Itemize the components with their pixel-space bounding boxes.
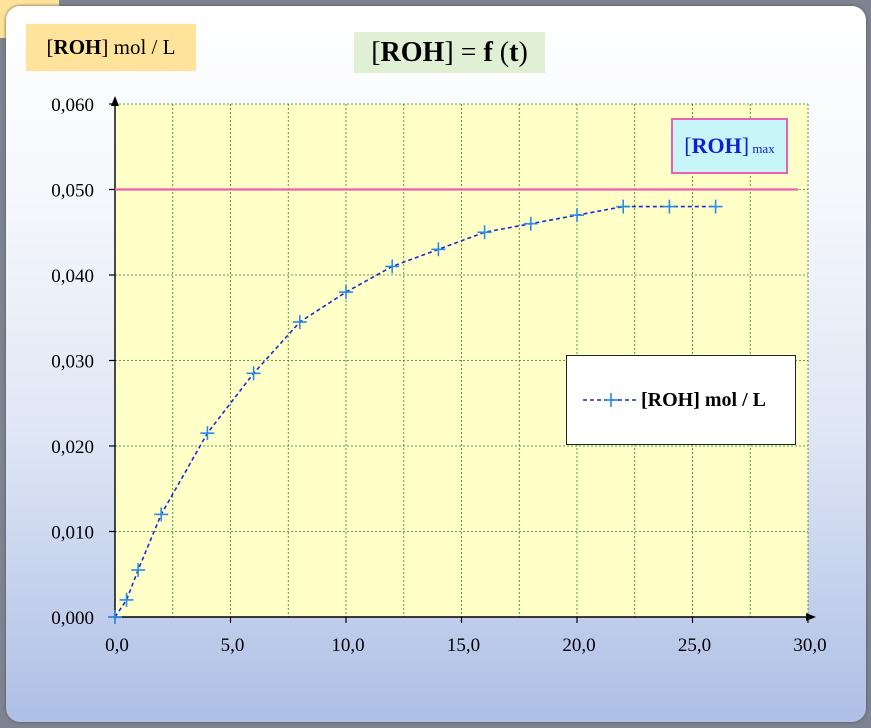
x-tick-labels: 0,0 5,0 10,0 15,0 20,0 25,0 30,0	[105, 635, 827, 656]
data-point	[570, 208, 584, 223]
data-point	[616, 199, 631, 214]
max-bracket-open: [	[684, 133, 692, 158]
y-unit-bracket-open: [	[46, 35, 54, 59]
y-tick-label: 0,030	[51, 352, 94, 373]
title-equals: =	[453, 37, 484, 68]
x-tick-label: 5,0	[221, 635, 245, 656]
max-species: ROH	[691, 133, 742, 158]
data-point	[119, 592, 134, 607]
y-unit-rest: mol / L	[108, 35, 176, 59]
data-point	[523, 216, 538, 231]
max-bracket-close: ]	[741, 133, 750, 158]
y-unit-bracket-close: ]	[101, 35, 109, 59]
y-tick-label: 0,040	[51, 266, 94, 287]
title-bracket-open: [	[371, 37, 381, 68]
data-point	[246, 366, 261, 381]
data-point	[477, 225, 492, 240]
x-tick-label: 10,0	[331, 635, 364, 656]
y-tick-label: 0,050	[51, 181, 94, 202]
y-tick-label: 0,020	[51, 437, 94, 458]
y-tick-label: 0,010	[51, 523, 94, 544]
data-point	[708, 199, 723, 214]
max-subscript: max	[749, 141, 775, 156]
title-species: ROH	[380, 37, 445, 68]
data-point	[131, 562, 146, 577]
title-paren-open: (	[492, 37, 510, 68]
data-point	[662, 199, 677, 214]
data-point	[339, 285, 353, 300]
x-tick-label: 30,0	[793, 635, 826, 656]
max-label: [ROH] max	[671, 118, 788, 174]
x-tick-label: 15,0	[447, 635, 480, 656]
y-tick-labels: 0,000 0,010 0,020 0,030 0,040 0,050 0,060	[51, 95, 94, 629]
title-bracket-close: ]	[444, 37, 454, 68]
x-tick-label: 25,0	[678, 635, 711, 656]
y-axis-unit-label: [ROH] mol / L	[26, 24, 196, 71]
title-paren-close: )	[518, 37, 528, 68]
y-tick-label: 0,060	[51, 95, 94, 116]
data-point	[200, 426, 215, 441]
data-point	[108, 610, 122, 624]
y-tick-label: 0,000	[51, 608, 94, 629]
y-unit-species: ROH	[53, 35, 102, 59]
legend-label: [ROH] mol / L	[641, 389, 766, 411]
data-point	[154, 507, 169, 522]
series-line	[114, 205, 716, 618]
x-tick-label: 20,0	[562, 635, 595, 656]
chart-title: [ROH] = f (t)	[354, 32, 545, 73]
data-point	[292, 315, 307, 330]
data-point	[431, 242, 446, 257]
legend-swatch	[583, 393, 639, 407]
data-point	[385, 259, 400, 274]
legend: [ROH] mol / L	[566, 355, 796, 445]
x-tick-label: 0,0	[105, 635, 129, 656]
title-function: f	[483, 37, 493, 68]
series-roh	[108, 199, 723, 624]
title-variable: t	[509, 37, 519, 68]
